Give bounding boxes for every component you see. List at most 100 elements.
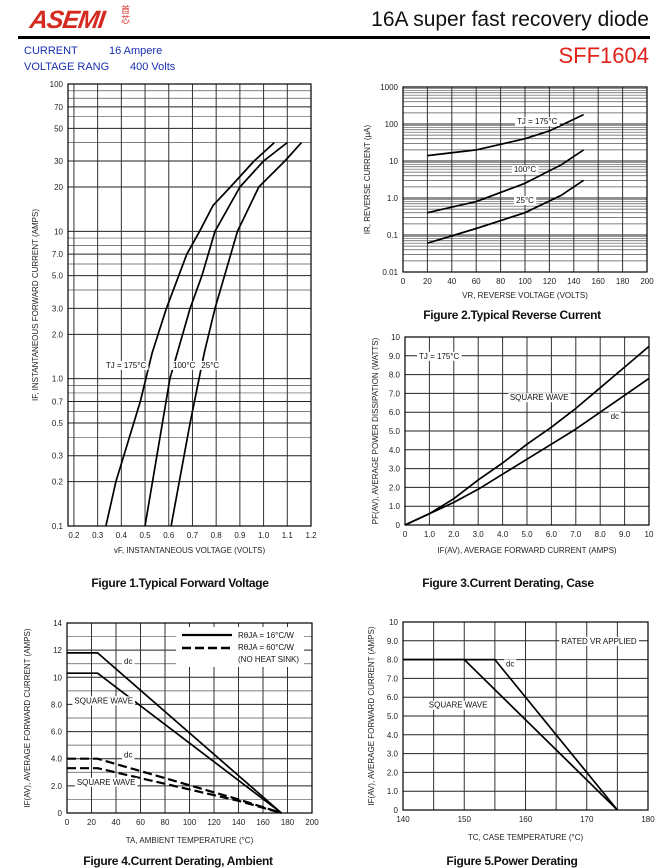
series-line-0 bbox=[427, 113, 584, 157]
y-tick-label: 30 bbox=[54, 157, 63, 166]
figure-3-caption: Figure 3.Current Derating, Case bbox=[422, 576, 594, 590]
y-tick-label: 0.1 bbox=[52, 522, 64, 531]
y-tick-label: 6.0 bbox=[387, 693, 399, 702]
y-tick-label: 0 bbox=[396, 521, 401, 530]
x-tick-label: 0 bbox=[401, 277, 406, 286]
y-tick-label: 4.0 bbox=[51, 755, 63, 764]
annotation-label: 25°C bbox=[516, 196, 534, 205]
x-tick-label: 1.0 bbox=[424, 530, 436, 539]
x-tick-label: 150 bbox=[458, 815, 472, 824]
spec-value: 16 Ampere bbox=[109, 45, 163, 57]
x-tick-label: 180 bbox=[641, 815, 655, 824]
x-tick-label: 0 bbox=[403, 530, 408, 539]
y-tick-label: 8.0 bbox=[51, 700, 63, 709]
plot-frame bbox=[66, 622, 313, 814]
annotation-bg bbox=[122, 657, 135, 666]
x-tick-label: 0.7 bbox=[187, 531, 199, 540]
x-tick-label: 4.0 bbox=[497, 530, 509, 539]
x-tick-label: 0 bbox=[65, 818, 70, 827]
x-tick-label: 200 bbox=[640, 277, 654, 286]
annotation-label: TJ = 175°C bbox=[106, 361, 147, 370]
y-tick-label: 8.0 bbox=[387, 656, 399, 665]
annotation-label: dc bbox=[124, 657, 132, 666]
annotation-bg bbox=[74, 777, 138, 787]
y-tick-label: 8.0 bbox=[389, 371, 401, 380]
y-tick-label: 3.0 bbox=[389, 465, 401, 474]
x-tick-label: 10 bbox=[645, 530, 654, 539]
figure-1-caption: Figure 1.Typical Forward Voltage bbox=[91, 576, 269, 590]
x-tick-label: 0.2 bbox=[68, 531, 80, 540]
annotation-label: dc bbox=[506, 659, 514, 668]
legend-entry: RθJA = 60°C/W bbox=[238, 643, 294, 652]
x-tick-label: 200 bbox=[305, 818, 319, 827]
y-tick-label: 0.7 bbox=[52, 397, 64, 406]
y-tick-label: 2.0 bbox=[51, 782, 63, 791]
x-tick-label: 180 bbox=[616, 277, 630, 286]
x-tick-label: 100 bbox=[518, 277, 532, 286]
x-tick-label: 7.0 bbox=[570, 530, 582, 539]
x-tick-label: 1.1 bbox=[282, 531, 294, 540]
y-tick-label: 70 bbox=[54, 103, 63, 112]
y-tick-label: 0.1 bbox=[387, 231, 399, 240]
y-tick-label: 6.0 bbox=[389, 408, 401, 417]
x-tick-label: 160 bbox=[256, 818, 270, 827]
annotation-bg bbox=[426, 700, 490, 710]
x-tick-label: 120 bbox=[207, 818, 221, 827]
annotation-label: dc bbox=[124, 751, 132, 760]
y-tick-label: 0.5 bbox=[52, 419, 64, 428]
y-tick-label: 4.0 bbox=[389, 446, 401, 455]
x-tick-label: 100 bbox=[183, 818, 197, 827]
legend-entry: RθJA = 16°C/W bbox=[238, 631, 294, 640]
series-line-1 bbox=[144, 141, 288, 527]
annotation-label: SQUARE WAVE bbox=[429, 701, 488, 710]
x-tick-label: 180 bbox=[281, 818, 295, 827]
y-tick-label: 10 bbox=[53, 673, 62, 682]
figure-4-caption: Figure 4.Current Derating, Ambient bbox=[83, 854, 273, 868]
x-tick-label: 140 bbox=[567, 277, 581, 286]
annotation-bg bbox=[507, 393, 571, 403]
annotation-label: SQUARE WAVE bbox=[510, 393, 569, 402]
x-tick-label: 160 bbox=[519, 815, 533, 824]
y-tick-label: 1.0 bbox=[387, 194, 399, 203]
y-tick-label: 2.0 bbox=[52, 330, 64, 339]
spec-label: CURRENT bbox=[24, 45, 78, 57]
y-tick-label: 6.0 bbox=[51, 728, 63, 737]
x-tick-label: 170 bbox=[580, 815, 594, 824]
series-line-1 bbox=[427, 149, 585, 214]
x-tick-label: 60 bbox=[472, 277, 481, 286]
fig3-chart: 0 1.0 2.0 3.0 4.0 5.0 6.0 7.0 8.0 9.0 10 0 1.0 2.0 3.0… bbox=[371, 333, 654, 555]
x-tick-label: 5.0 bbox=[521, 530, 533, 539]
y-tick-label: 1.0 bbox=[387, 787, 399, 796]
y-tick-label: 100 bbox=[50, 80, 64, 89]
y-tick-label: 7.0 bbox=[52, 250, 64, 259]
series-line-0 bbox=[105, 141, 275, 527]
x-tick-label: 1.2 bbox=[305, 531, 317, 540]
x-axis-label: VR, REVERSE VOLTAGE (VOLTS) bbox=[462, 291, 588, 300]
y-tick-label: 1.0 bbox=[389, 502, 401, 511]
y-tick-label: 9.0 bbox=[387, 637, 399, 646]
annotation-label: SQUARE WAVE bbox=[74, 696, 133, 705]
plot-frame bbox=[67, 83, 312, 527]
y-tick-label: 100 bbox=[385, 120, 399, 129]
y-tick-label: 10 bbox=[391, 333, 400, 342]
x-tick-label: 0.8 bbox=[211, 531, 223, 540]
y-tick-label: 1000 bbox=[380, 83, 398, 92]
x-tick-label: 6.0 bbox=[546, 530, 558, 539]
x-tick-label: 40 bbox=[112, 818, 121, 827]
y-tick-label: 5.0 bbox=[387, 712, 399, 721]
x-tick-label: 120 bbox=[543, 277, 557, 286]
y-tick-label: 9.0 bbox=[389, 352, 401, 361]
annotation-label: RATED VR APPLIED bbox=[561, 637, 637, 646]
fig1-chart: 0.2 0.3 0.4 0.5 0.6 0.7 0.8 0.9 1.0 1.1 1.2 0.1 0.2 0… bbox=[31, 80, 317, 555]
fig4-chart: 0 20 40 60 80 100 120 140 160 180 200 0 2.0 4.0 6.0 8.0… bbox=[23, 619, 319, 845]
annotation-bg bbox=[171, 360, 198, 370]
x-tick-label: 3.0 bbox=[473, 530, 485, 539]
series-line-2 bbox=[427, 179, 585, 245]
annotation-bg bbox=[559, 636, 639, 646]
figure-2-caption: Figure 2.Typical Reverse Current bbox=[423, 308, 601, 322]
x-tick-label: 160 bbox=[592, 277, 606, 286]
annotation-label: 100°C bbox=[173, 361, 196, 370]
x-tick-label: 20 bbox=[87, 818, 96, 827]
fig5-chart: 140 150 160 170 180 0 1.0 2.0 3.0 4.0 5.0 6.0 7.0 8.0… bbox=[367, 618, 655, 842]
